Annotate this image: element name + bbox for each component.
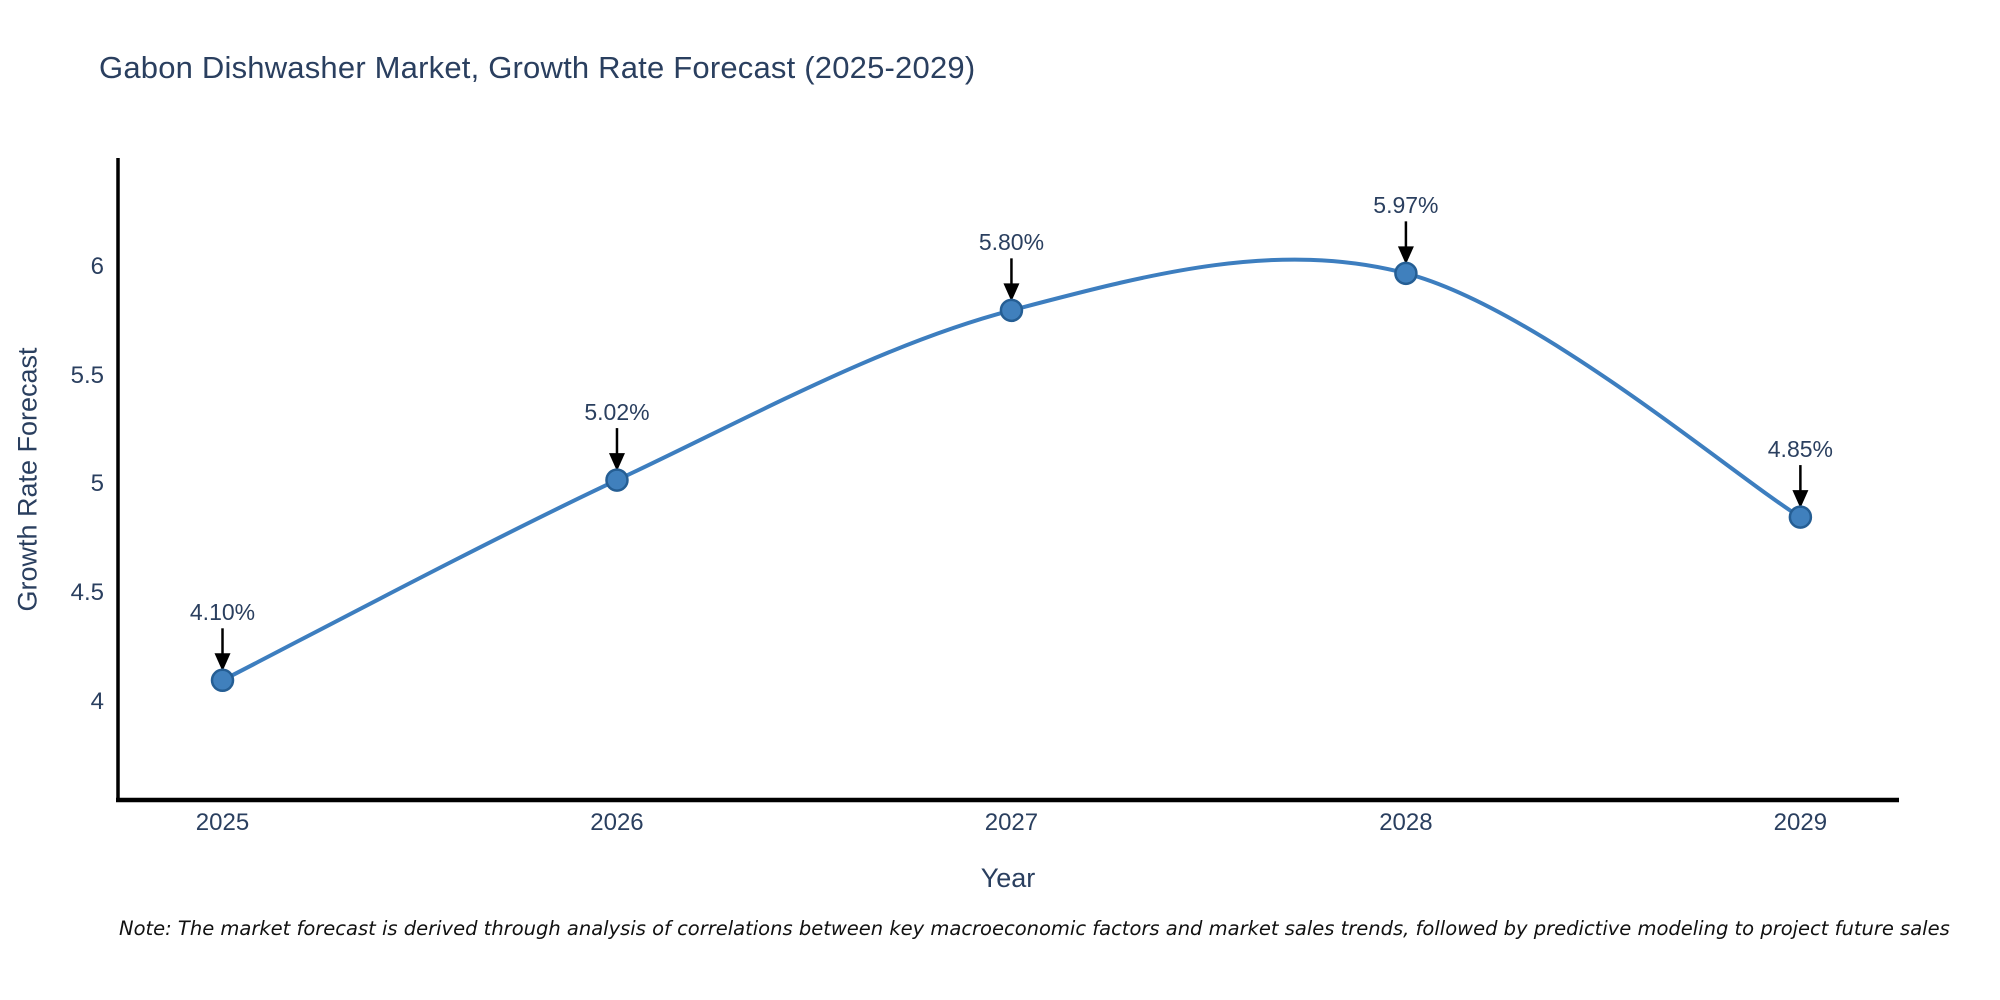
chart-title: Gabon Dishwasher Market, Growth Rate For… [99,50,976,85]
annotation-arrow-head [608,453,625,472]
x-tick-label: 2029 [1773,809,1828,836]
data-point-value-label: 5.97% [1373,192,1439,219]
annotation-arrow-head [1397,246,1414,265]
y-tick-label: 6 [90,252,104,280]
data-point-value-label: 5.02% [584,399,650,426]
data-point-value-label: 4.85% [1767,436,1833,463]
footnote: Note: The market forecast is derived thr… [119,917,1950,940]
y-tick-label: 4.5 [70,579,104,607]
annotation-arrow-head [214,653,231,672]
x-tick-label: 2028 [1379,809,1433,836]
data-point-marker[interactable] [999,298,1024,323]
data-point-marker[interactable] [605,468,629,492]
x-axis-title: Year [980,863,1036,893]
annotation-arrow-head [1792,490,1809,509]
x-tick-label: 2027 [984,809,1039,836]
x-tick-label: 2025 [195,809,250,836]
data-point-marker[interactable] [1394,261,1418,286]
data-point-marker[interactable] [210,668,235,693]
y-axis-title: Growth Rate Forecast [12,347,43,612]
y-tick-label: 4 [90,688,104,716]
data-point-value-label: 5.80% [978,229,1045,256]
x-tick-label: 2026 [590,809,644,836]
y-tick-label: 5 [90,470,104,498]
trend-line [220,257,1803,683]
data-point-marker[interactable] [1788,505,1813,529]
annotation-arrow-head [1003,283,1020,302]
data-point-value-label: 4.10% [189,599,256,626]
y-tick-label: 5.5 [70,361,104,389]
